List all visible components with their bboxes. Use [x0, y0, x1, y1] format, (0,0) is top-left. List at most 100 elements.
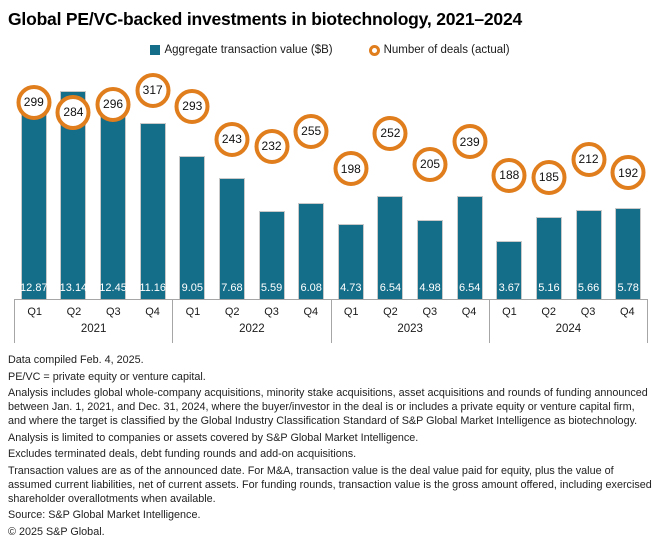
- deals-circle: 188: [491, 157, 527, 193]
- bar-swatch-icon: [150, 45, 161, 55]
- deals-circle: 239: [452, 124, 488, 160]
- deals-circle: 205: [412, 146, 448, 182]
- value-bar: [417, 220, 444, 299]
- deals-circle: 232: [254, 128, 290, 164]
- bar-column: 5.78 192: [608, 62, 648, 299]
- quarter-label: Q4: [620, 306, 635, 318]
- deals-circle: 252: [372, 115, 408, 151]
- quarter-label: Q2: [224, 306, 240, 318]
- footnote-line: Analysis is limited to companies or asse…: [8, 431, 419, 444]
- year-label: 2021: [80, 323, 107, 335]
- quarter-label: Q1: [27, 306, 42, 318]
- deals-circle: 317: [135, 72, 171, 108]
- bar-value-label: 6.54: [379, 282, 402, 294]
- bar-value-label: 7.68: [221, 282, 243, 294]
- bar-value-label: 5.16: [538, 282, 560, 294]
- bar-column: 7.68 243: [212, 62, 252, 299]
- footnote-line: Source: S&P Global Market Intelligence.: [8, 509, 201, 522]
- bar-value-label: 5.59: [260, 282, 283, 294]
- deals-circle: 212: [571, 141, 607, 177]
- year-label: 2022: [239, 323, 265, 335]
- value-bar: [337, 224, 364, 299]
- bar-column: 3.67 188: [490, 62, 530, 299]
- quarter-row: Q1 Q2 Q3 Q4: [15, 300, 172, 318]
- value-bar: [615, 207, 642, 299]
- value-bar: [100, 102, 127, 299]
- value-bar: [258, 210, 285, 299]
- chart-title: Global PE/VC-backed investments in biote…: [8, 9, 523, 29]
- year-label: 2023: [397, 323, 423, 335]
- deals-circle: 243: [214, 121, 250, 157]
- value-bar: [456, 195, 483, 299]
- year-group: Q1 Q2 Q3 Q4 2021: [14, 300, 172, 343]
- footnote-line: Excludes terminated deals, debt funding …: [8, 448, 357, 461]
- bar-column: 6.54 239: [450, 62, 490, 299]
- quarter-label: Q4: [145, 306, 160, 318]
- legend-item-transaction-value: Aggregate transaction value ($B): [150, 44, 333, 56]
- bar-column: 4.73 198: [331, 62, 371, 299]
- footnote-line: Data compiled Feb. 4, 2025.: [8, 354, 144, 366]
- bar-column: 5.66 212: [569, 62, 609, 299]
- value-bar: [139, 122, 166, 299]
- value-bar: [535, 217, 562, 299]
- value-bar: [179, 156, 206, 299]
- bar-value-label: 12.87: [20, 282, 48, 294]
- value-bar: [377, 195, 404, 299]
- bar-column: 12.87 299: [14, 62, 54, 299]
- footnote-line: Analysis includes global whole-company a…: [8, 387, 648, 428]
- bar-value-label: 6.08: [300, 282, 322, 294]
- plot-area: 12.87 299 13.14 284 12.45 296 11.16 317 9.05 293 7…: [14, 62, 648, 299]
- legend: Aggregate transaction value ($B) Number …: [0, 42, 660, 58]
- legend-number-of-deals-label: Number of deals (actual): [383, 44, 510, 56]
- quarter-label: Q2: [383, 306, 398, 318]
- quarter-label: Q2: [541, 306, 557, 318]
- bar-value-label: 4.98: [419, 282, 441, 294]
- value-bar: [218, 177, 245, 299]
- year-group: Q1 Q2 Q3 Q4 2024: [488, 300, 648, 343]
- deals-circle: 255: [293, 113, 329, 149]
- deals-circle: 198: [333, 151, 369, 187]
- bar-column: 5.16 185: [529, 62, 569, 299]
- quarter-label: Q3: [264, 306, 279, 318]
- quarter-label: Q4: [461, 306, 477, 318]
- bar-value-label: 9.05: [181, 282, 204, 294]
- bar-value-label: 5.78: [617, 282, 639, 294]
- bar-column: 9.05 293: [173, 62, 213, 299]
- deals-circle: 296: [95, 86, 131, 122]
- quarter-label: Q3: [105, 306, 121, 318]
- bar-column: 6.54 252: [371, 62, 411, 299]
- x-axis: Q1 Q2 Q3 Q4 2021 Q1 Q2 Q3 Q4 2022 Q1 Q2 Q3 Q4 2023 Q1 Q2…: [14, 299, 648, 343]
- quarter-label: Q1: [343, 306, 359, 318]
- deals-circle: 185: [531, 159, 567, 195]
- bar-column: 6.08 255: [291, 62, 331, 299]
- deals-circle: 192: [610, 155, 646, 191]
- bar-column: 4.98 205: [410, 62, 450, 299]
- quarter-label: Q3: [422, 306, 438, 318]
- year-label: 2024: [555, 323, 582, 335]
- bar-value-label: 5.66: [577, 282, 600, 294]
- value-bar: [298, 202, 325, 299]
- bar-value-label: 12.45: [99, 282, 127, 294]
- quarter-label: Q4: [303, 306, 319, 318]
- deals-circle: 293: [174, 88, 210, 124]
- bar-column: 13.14 284: [54, 62, 94, 299]
- quarter-label: Q2: [66, 306, 82, 318]
- footnotes: Data compiled Feb. 4, 2025. PE/VC = priva…: [8, 353, 652, 539]
- bar-value-label: 13.14: [59, 282, 88, 294]
- bar-value-label: 11.16: [139, 282, 167, 294]
- quarter-label: Q1: [502, 306, 517, 318]
- bar-value-label: 3.67: [498, 282, 521, 294]
- bar-value-label: 4.73: [340, 282, 362, 294]
- deals-circle: 284: [55, 94, 91, 130]
- quarter-row: Q1 Q2 Q3 Q4: [173, 300, 330, 318]
- deals-circle: 299: [16, 84, 52, 120]
- value-bar: [575, 209, 602, 299]
- value-bar: [496, 241, 523, 299]
- quarter-row: Q1 Q2 Q3 Q4: [490, 300, 647, 318]
- quarter-label: Q3: [580, 306, 596, 318]
- quarter-label: Q1: [185, 306, 201, 318]
- value-bar: [20, 95, 47, 299]
- bar-value-label: 6.54: [458, 282, 481, 294]
- bar-column: 11.16 317: [133, 62, 173, 299]
